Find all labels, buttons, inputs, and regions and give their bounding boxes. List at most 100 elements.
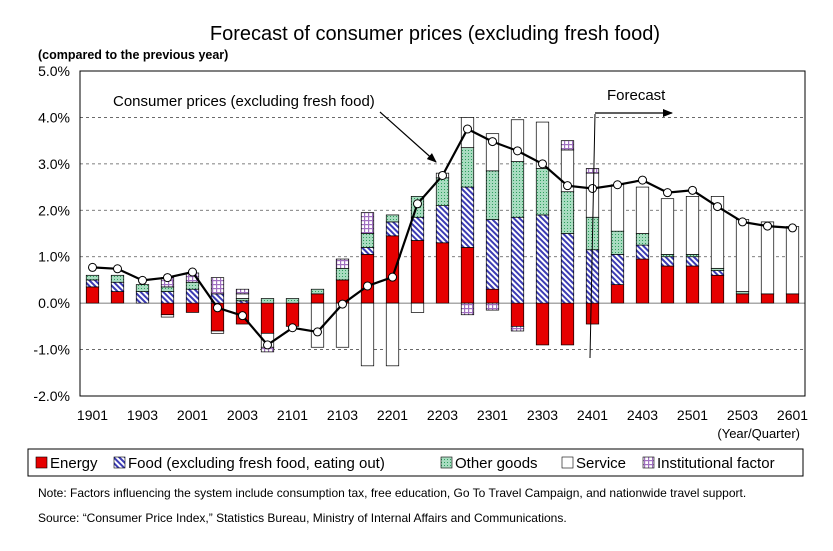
bar-segment-service	[735, 219, 750, 292]
legend-frame	[27, 448, 804, 477]
bar-segment-service	[310, 302, 325, 348]
line-point	[263, 340, 272, 350]
line-point	[513, 146, 522, 156]
line-point	[663, 188, 672, 198]
bar-segment-other	[485, 170, 500, 220]
bar-segment-energy	[735, 293, 750, 304]
bar-segment-food	[160, 291, 175, 304]
x-tick-label: 2003	[227, 407, 258, 423]
bar-segment-service	[360, 302, 375, 367]
bar-segment-inst	[335, 258, 350, 269]
legend-swatch-food	[113, 456, 126, 469]
bar-segment-energy	[610, 284, 625, 304]
bar-segment-other	[310, 288, 325, 295]
x-tick-label: 2101	[277, 407, 308, 423]
x-tick-label: 2001	[177, 407, 208, 423]
bar-segment-inst	[560, 140, 575, 151]
bar-segment-other	[460, 147, 475, 188]
x-tick-label: 2403	[627, 407, 658, 423]
bar-segment-service	[160, 314, 175, 318]
legend-swatch-other-goods	[440, 456, 453, 469]
bar-segment-service	[410, 302, 425, 313]
bar-segment-food	[535, 214, 550, 304]
legend-label-service: Service	[576, 455, 626, 472]
bar-segment-food	[485, 219, 500, 290]
y-tick-label: 1.0%	[38, 249, 70, 265]
bar-segment-service	[210, 330, 225, 334]
bar-segment-other	[85, 274, 100, 281]
bar-segment-food	[410, 216, 425, 241]
bar-segment-food	[635, 244, 650, 260]
bar-segment-other	[535, 168, 550, 216]
legend-label-institutional-factor: Institutional factor	[657, 455, 775, 472]
bar-segment-energy	[360, 254, 375, 304]
bar-segment-energy	[410, 240, 425, 304]
bar-segment-food	[360, 247, 375, 255]
bar-segment-food	[85, 279, 100, 288]
bar-segment-other	[385, 214, 400, 223]
x-tick-label: 1901	[77, 407, 108, 423]
x-tick-label: 2503	[727, 407, 758, 423]
y-tick-labels: 5.0% 4.0% 3.0% 2.0% 1.0% 0.0% -1.0% -2.0%	[33, 63, 70, 404]
x-tick-label: 2601	[777, 407, 808, 423]
bar-segment-energy	[460, 247, 475, 304]
source-text: Source: “Consumer Price Index,” Statisti…	[38, 511, 567, 525]
bar-segment-energy	[85, 286, 100, 304]
line-point	[413, 199, 422, 209]
line-point	[488, 137, 497, 147]
bar-segment-inst	[235, 288, 250, 295]
bar-segment-other	[160, 286, 175, 292]
line-point	[213, 303, 222, 313]
line-point	[713, 202, 722, 212]
forecast-divider	[589, 113, 596, 359]
bar-segment-food	[710, 270, 725, 276]
x-tick-label: 1903	[127, 407, 158, 423]
bar-segment-other	[610, 230, 625, 255]
forecast-label: Forecast	[607, 87, 666, 104]
bar-segment-food	[510, 216, 525, 304]
line-point	[763, 221, 772, 231]
bar-segment-service	[385, 302, 400, 367]
line-point	[338, 299, 347, 309]
line-point	[388, 272, 397, 282]
legend-swatch-institutional-factor	[642, 456, 655, 469]
x-tick-label: 2401	[577, 407, 608, 423]
bar-segment-energy	[310, 293, 325, 304]
chart-title: Forecast of consumer prices (excluding f…	[210, 23, 660, 45]
bar-segment-other	[335, 267, 350, 281]
bar-segment-energy	[685, 265, 700, 304]
bar-segment-energy	[285, 302, 300, 327]
line-point	[788, 223, 797, 233]
bar-segment-service	[760, 221, 775, 295]
bar-segment-other	[260, 298, 275, 304]
bar-segment-energy	[635, 258, 650, 304]
line-point	[88, 262, 97, 272]
bar-segment-service	[710, 196, 725, 269]
bar-segment-energy	[535, 302, 550, 346]
bar-segment-other	[635, 233, 650, 246]
bar-segment-inst	[485, 302, 500, 311]
bar-segment-other	[285, 298, 300, 304]
bar-segment-service	[685, 196, 700, 255]
bar-segment-other	[110, 274, 125, 283]
bar-segment-food	[135, 291, 150, 304]
bar-segment-energy	[260, 302, 275, 334]
bar-segment-other	[360, 233, 375, 248]
x-axis-label: (Year/Quarter)	[717, 426, 800, 441]
plot-frame	[79, 70, 806, 397]
line-point	[588, 183, 597, 193]
y-tick-label: -2.0%	[33, 388, 70, 404]
bar-segment-energy	[185, 302, 200, 313]
line-annotation-arrow	[379, 111, 437, 163]
x-tick-label: 2103	[327, 407, 358, 423]
bar-segment-food	[560, 233, 575, 304]
bar-segment-other	[185, 281, 200, 290]
bar-segment-food	[460, 186, 475, 248]
line-point	[638, 175, 647, 185]
bar-segment-energy	[435, 242, 450, 304]
bar-segment-other	[510, 161, 525, 218]
bar-segment-inst	[510, 326, 525, 332]
bar-segment-energy	[160, 302, 175, 316]
legend-label-energy: Energy	[50, 455, 98, 472]
